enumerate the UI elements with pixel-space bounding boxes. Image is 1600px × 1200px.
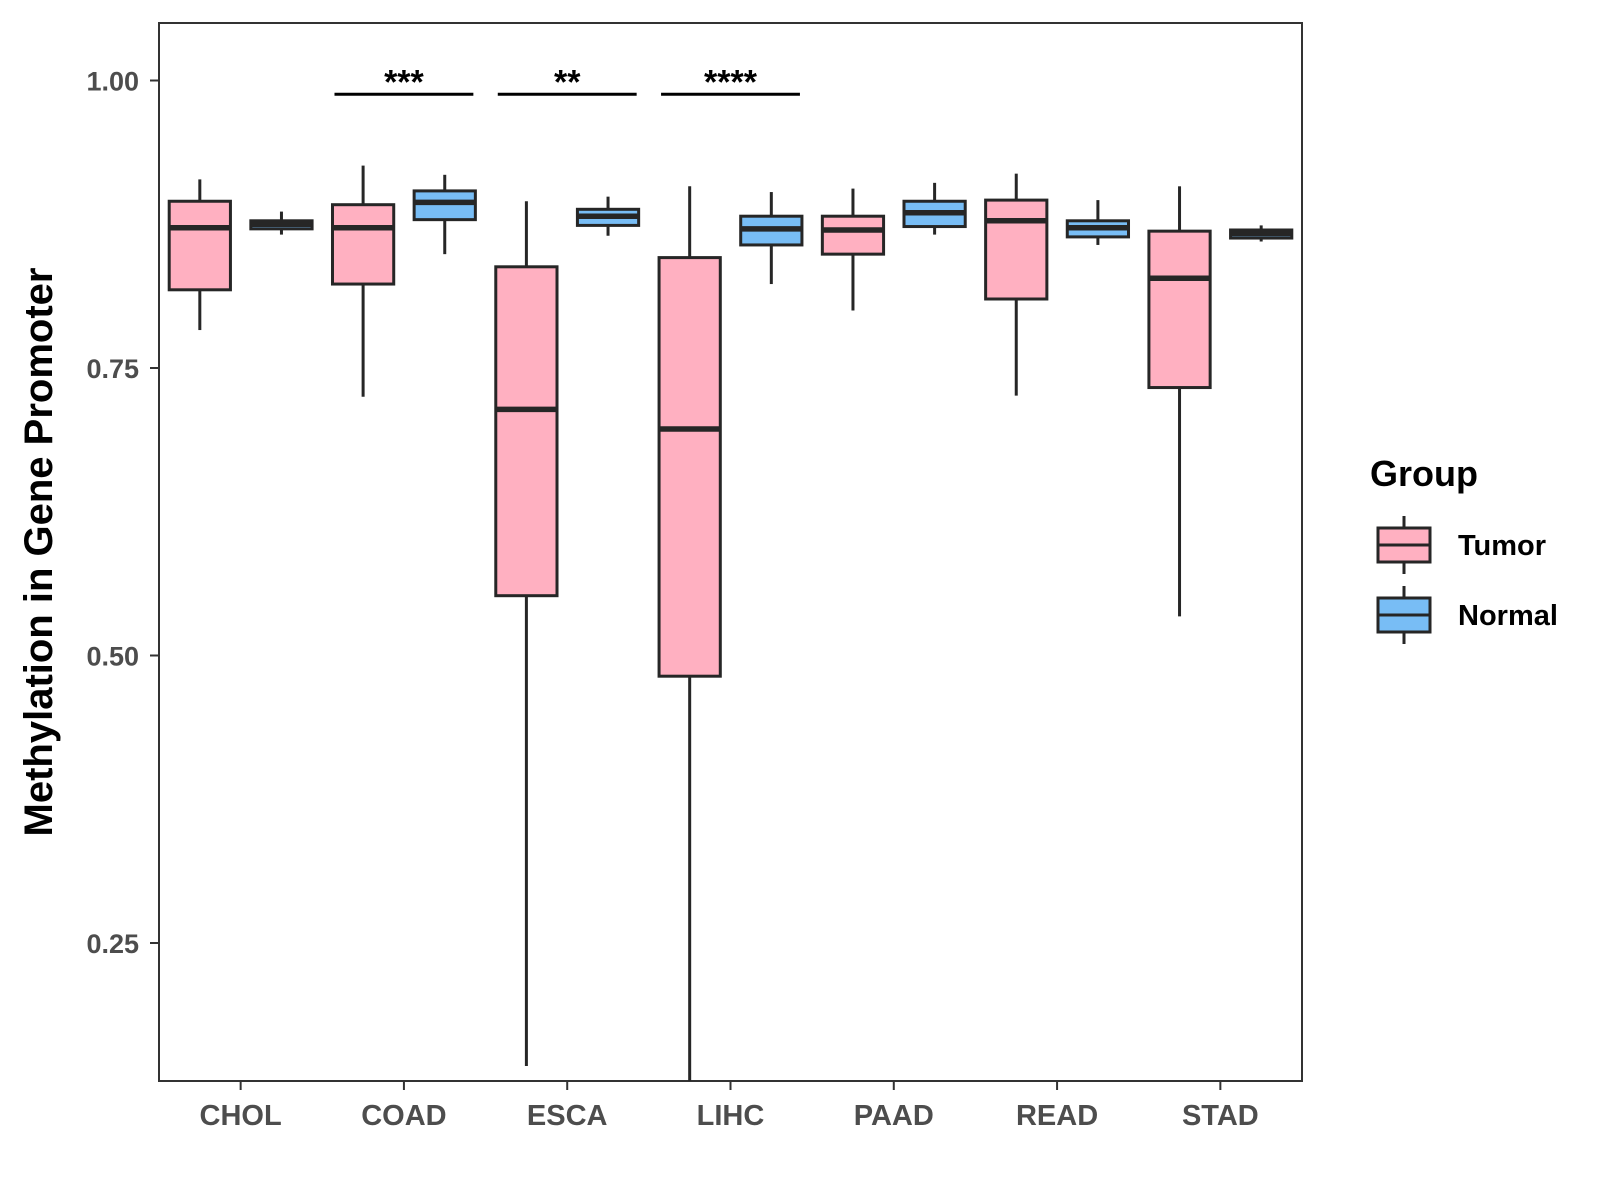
boxplot-tumor-chol [167, 179, 232, 331]
y-tick-label: 1.00 [86, 67, 139, 97]
boxplot-tumor-lihc [657, 186, 722, 1081]
boxplot-tumor-paad [820, 188, 886, 311]
boxplot-normal-coad [412, 174, 477, 255]
box-iqr [984, 198, 1049, 301]
box-iqr [657, 256, 722, 678]
x-tick-label: STAD [1182, 1100, 1259, 1132]
boxplot-tumor-read [984, 173, 1049, 396]
x-tick-label: PAAD [854, 1100, 934, 1132]
box-iqr [820, 214, 886, 256]
x-tick-label: ESCA [527, 1100, 608, 1132]
legend-title: Group [1370, 453, 1478, 494]
box-iqr [167, 199, 232, 292]
boxplot-tumor-esca [494, 201, 559, 1067]
boxplot-tumor-stad [1147, 186, 1212, 617]
legend-label: Tumor [1458, 530, 1546, 562]
legend-label: Normal [1458, 600, 1558, 632]
y-tick-label: 0.50 [86, 642, 139, 672]
significance-label: **** [704, 63, 758, 101]
x-tick-label: LIHC [697, 1100, 765, 1132]
significance-label: ** [554, 63, 581, 101]
box-iqr [330, 203, 396, 286]
x-axis: CHOL COAD ESCA LIHC PAAD READ STAD [200, 1081, 1259, 1132]
x-tick-label: CHOL [200, 1100, 282, 1132]
legend-item-tumor: Tumor [1376, 516, 1546, 574]
box-iqr [494, 265, 559, 598]
y-axis-label: Methylation in Gene Promoter [17, 268, 61, 837]
boxplot-normal-chol [249, 211, 314, 235]
boxplot-tumor-coad [330, 165, 396, 397]
legend: Group Tumor Normal [1370, 453, 1558, 644]
y-tick-label: 0.75 [86, 354, 139, 384]
y-tick-label: 0.25 [86, 929, 139, 959]
significance-annotations: *** ** **** [334, 63, 800, 101]
boxplot-normal-lihc [739, 192, 804, 285]
chart-marks [167, 165, 1294, 1081]
boxplot-normal-stad [1229, 225, 1294, 242]
x-tick-label: READ [1016, 1100, 1098, 1132]
x-tick-label: COAD [361, 1100, 446, 1132]
box-iqr [1147, 229, 1212, 390]
significance-label: *** [384, 63, 424, 101]
y-axis: 0.25 0.50 0.75 1.00 [86, 67, 159, 959]
boxplot-normal-read [1065, 200, 1131, 245]
box-iqr [412, 189, 477, 222]
legend-item-normal: Normal [1376, 586, 1558, 644]
boxplot-normal-esca [575, 196, 641, 236]
boxplot-normal-paad [902, 182, 967, 235]
plot-panel [158, 22, 1303, 1082]
